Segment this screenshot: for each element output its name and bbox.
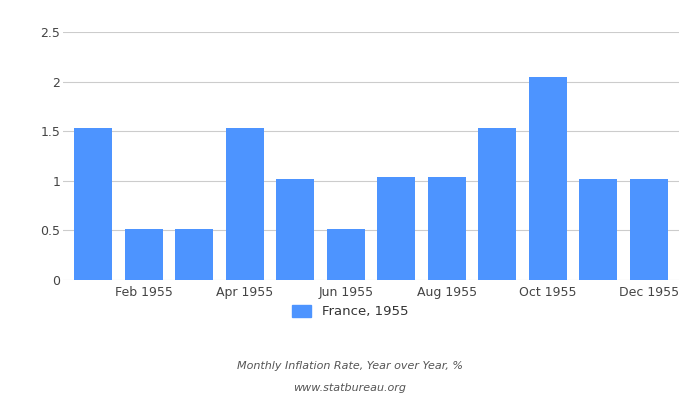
Legend: France, 1955: France, 1955 — [286, 300, 414, 324]
Bar — [74, 128, 112, 280]
Bar — [276, 179, 314, 280]
Bar — [125, 230, 162, 280]
Bar — [478, 128, 516, 280]
Bar — [327, 230, 365, 280]
Bar — [528, 77, 567, 280]
Bar — [377, 177, 415, 280]
Text: www.statbureau.org: www.statbureau.org — [293, 383, 407, 393]
Bar — [428, 177, 466, 280]
Bar — [630, 179, 668, 280]
Bar — [580, 179, 617, 280]
Text: Monthly Inflation Rate, Year over Year, %: Monthly Inflation Rate, Year over Year, … — [237, 361, 463, 371]
Bar — [226, 128, 264, 280]
Bar — [175, 230, 214, 280]
